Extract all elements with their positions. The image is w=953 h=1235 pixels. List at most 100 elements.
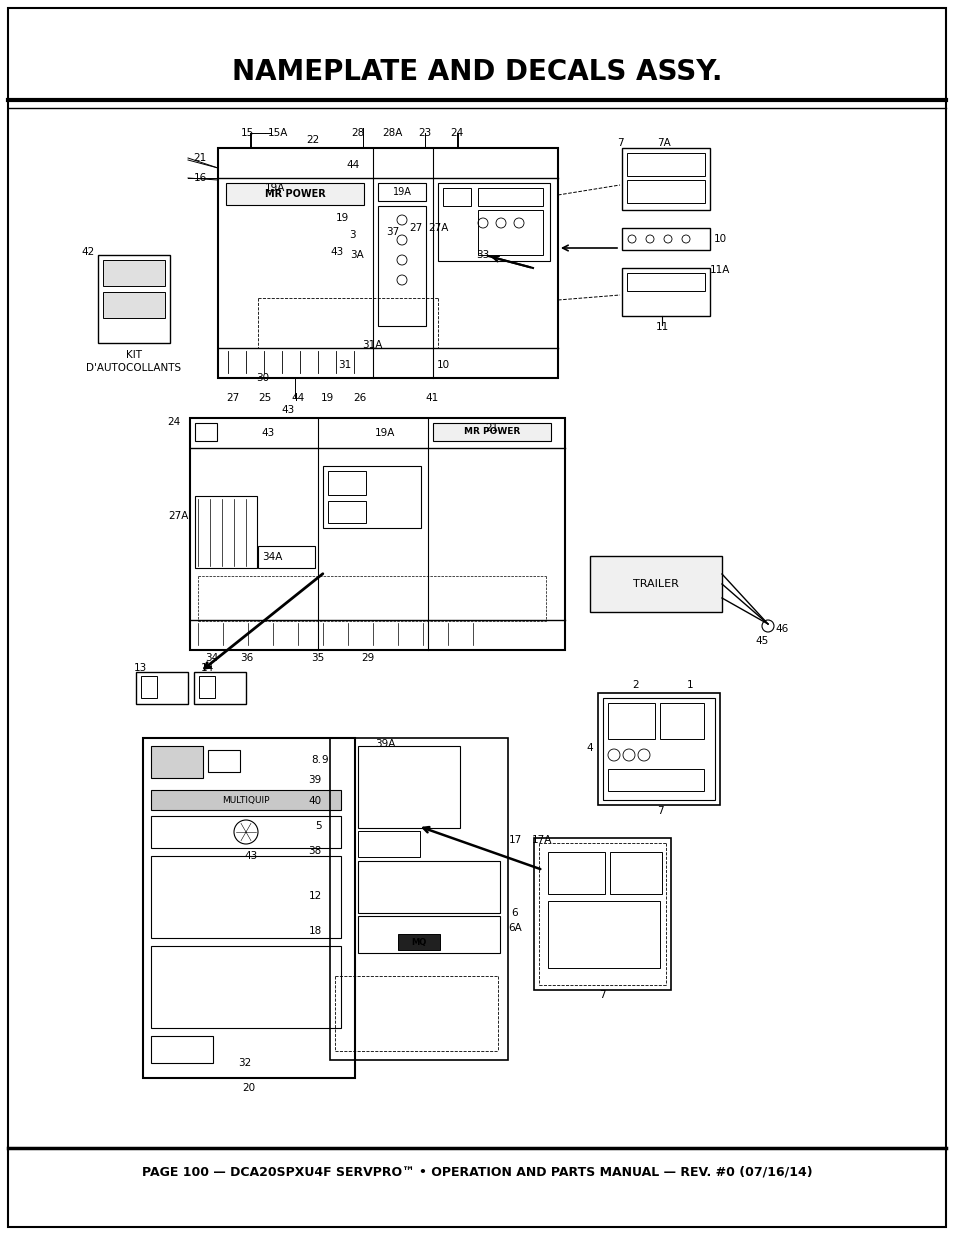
Bar [151, 946, 340, 1028]
Text: 7: 7 [616, 138, 622, 148]
Bar [477, 210, 542, 254]
Text: 27: 27 [409, 224, 422, 233]
Text: 39A: 39A [375, 739, 395, 748]
Bar [226, 183, 364, 205]
Bar [199, 676, 214, 698]
Text: 13: 13 [133, 663, 147, 673]
Text: PAGE 100 — DCA20SPXU4F SERVPRO™ • OPERATION AND PARTS MANUAL — REV. #0 (07/16/14: PAGE 100 — DCA20SPXU4F SERVPRO™ • OPERAT… [142, 1166, 811, 1178]
Text: 28A: 28A [381, 128, 402, 138]
Bar [357, 916, 499, 953]
Text: 3A: 3A [350, 249, 363, 261]
Text: 11: 11 [655, 322, 668, 332]
Bar [323, 466, 420, 529]
Text: 5: 5 [315, 821, 322, 831]
Text: 45: 45 [755, 636, 768, 646]
Bar [143, 739, 355, 1078]
Text: MR POWER: MR POWER [463, 427, 519, 436]
Text: MULTIQUIP: MULTIQUIP [222, 795, 270, 804]
Bar [151, 816, 340, 848]
Text: 41: 41 [425, 393, 438, 403]
Text: 39: 39 [308, 776, 321, 785]
Bar [433, 424, 551, 441]
Bar [194, 496, 256, 568]
Text: 15A: 15A [268, 128, 288, 138]
Text: 19A: 19A [392, 186, 411, 198]
Text: 44: 44 [291, 393, 304, 403]
Text: 37: 37 [386, 227, 399, 237]
Bar [626, 273, 704, 291]
Bar [598, 693, 720, 805]
Bar [190, 417, 564, 650]
Bar [357, 831, 419, 857]
Bar [377, 183, 426, 201]
Bar [194, 424, 216, 441]
Text: 44: 44 [346, 161, 359, 170]
Bar [621, 268, 709, 316]
Bar [103, 291, 165, 317]
Bar [151, 856, 340, 939]
Bar [621, 148, 709, 210]
Bar [151, 1036, 213, 1063]
Text: 23: 23 [418, 128, 431, 138]
Text: 19A: 19A [375, 429, 395, 438]
Bar [257, 546, 314, 568]
Text: 43: 43 [261, 429, 274, 438]
Text: 10: 10 [436, 359, 449, 370]
Text: 30: 30 [256, 373, 270, 383]
Text: 19: 19 [320, 393, 334, 403]
Text: 43: 43 [281, 405, 294, 415]
Bar [589, 556, 721, 613]
Text: 16: 16 [193, 173, 207, 183]
Text: 10: 10 [713, 233, 726, 245]
Bar [626, 180, 704, 203]
Text: 24: 24 [450, 128, 463, 138]
Bar [547, 902, 659, 968]
Bar [534, 839, 670, 990]
Text: 32: 32 [238, 1058, 252, 1068]
Text: 42: 42 [81, 247, 94, 257]
Text: 43: 43 [244, 851, 257, 861]
Text: 46: 46 [775, 624, 788, 634]
Bar [328, 501, 366, 522]
Text: 7: 7 [656, 806, 662, 816]
Text: 17: 17 [508, 835, 521, 845]
Text: 33: 33 [476, 249, 489, 261]
Text: 8.: 8. [311, 755, 320, 764]
Text: 24: 24 [167, 417, 180, 427]
Text: KIT: KIT [126, 350, 142, 359]
Text: 4: 4 [586, 743, 593, 753]
Text: 34A: 34A [262, 552, 282, 562]
Text: 21: 21 [485, 424, 498, 433]
Bar [218, 148, 558, 378]
Bar [397, 934, 439, 950]
Text: MQ: MQ [411, 937, 426, 946]
Text: 6: 6 [511, 908, 517, 918]
Bar [602, 698, 714, 800]
Bar [621, 228, 709, 249]
Text: 17A: 17A [531, 835, 552, 845]
Bar [442, 188, 471, 206]
Text: 3: 3 [349, 230, 355, 240]
Text: 19A: 19A [265, 183, 285, 193]
Text: 19: 19 [335, 212, 348, 224]
Bar [626, 153, 704, 177]
Bar [98, 254, 170, 343]
Bar [208, 750, 240, 772]
Text: 27A: 27A [427, 224, 448, 233]
Circle shape [761, 620, 773, 632]
Bar [377, 206, 426, 326]
Text: 26: 26 [353, 393, 366, 403]
Bar [141, 676, 157, 698]
Text: 21: 21 [193, 153, 207, 163]
Text: D'AUTOCOLLANTS: D'AUTOCOLLANTS [87, 363, 181, 373]
Bar [330, 739, 507, 1060]
Text: 15: 15 [240, 128, 253, 138]
Text: 31A: 31A [361, 340, 382, 350]
Text: 25: 25 [258, 393, 272, 403]
Text: 9: 9 [321, 755, 328, 764]
Bar [136, 672, 188, 704]
Text: 43: 43 [330, 247, 343, 257]
Text: 1: 1 [686, 680, 693, 690]
Bar [151, 790, 340, 810]
Text: 7A: 7A [657, 138, 670, 148]
